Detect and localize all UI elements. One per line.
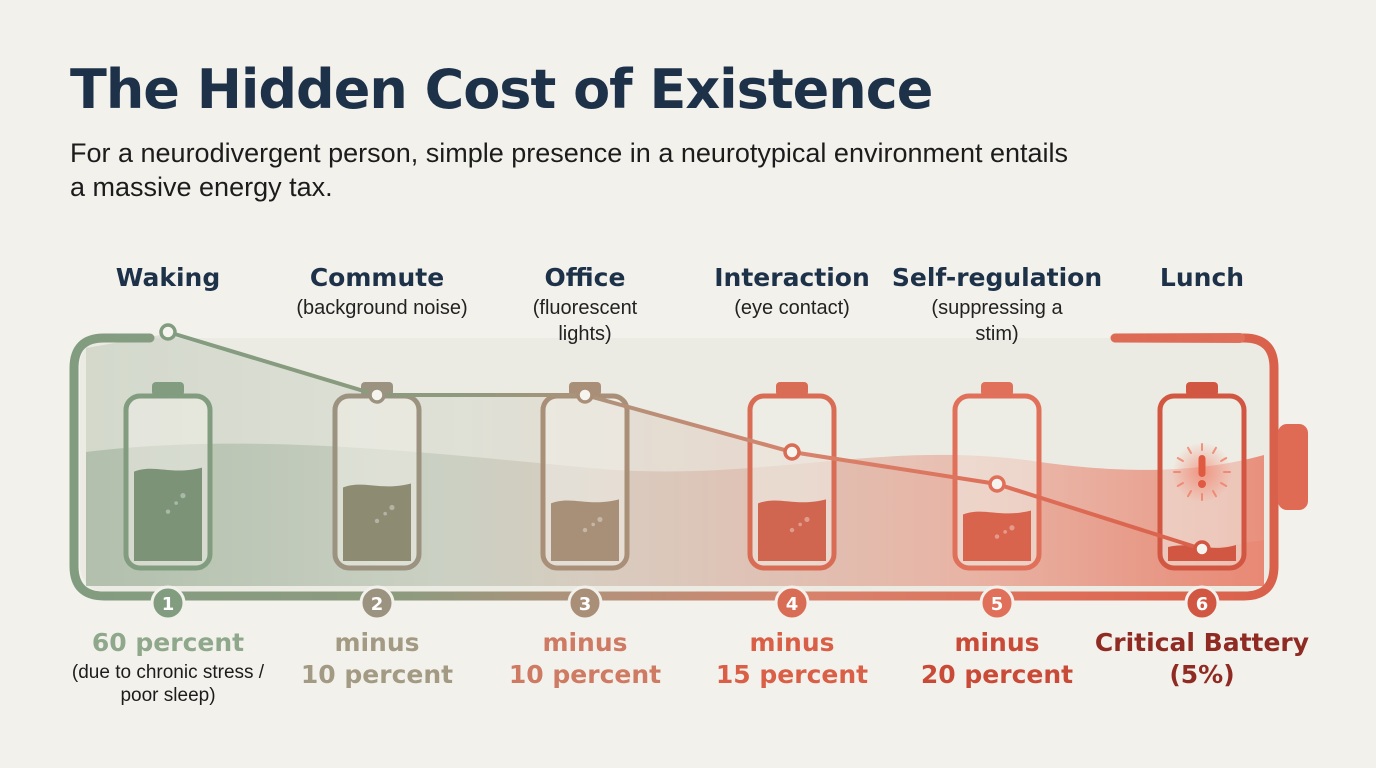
- energy-value: minus: [542, 628, 628, 657]
- stage-subtitle: (background noise): [296, 297, 468, 319]
- battery-1: [123, 382, 213, 571]
- step-badge-3: 3: [567, 585, 603, 621]
- energy-value-5: minus 20 percent: [877, 627, 1117, 691]
- stage-subtitle: (suppressing a stim): [931, 297, 1063, 345]
- bubble: [994, 534, 1000, 539]
- step-number: 4: [786, 594, 799, 615]
- energy-point-1: [159, 323, 177, 341]
- energy-value-3: minus 10 percent: [465, 627, 705, 691]
- energy-value-line2: 10 percent: [300, 660, 454, 689]
- energy-value-1: 60 percent (due to chronic stress / poor …: [48, 627, 288, 707]
- big-battery-terminal: [1278, 424, 1308, 510]
- battery-fill: [963, 510, 1031, 561]
- stage-label-5: Self-regulation (suppressing a stim): [887, 263, 1107, 347]
- step-number: 2: [371, 594, 384, 615]
- big-battery-outline: [69, 333, 1279, 601]
- stage-title: Commute: [309, 263, 445, 292]
- bubble: [798, 522, 802, 527]
- bubble: [180, 493, 186, 499]
- step-number: 1: [162, 594, 175, 615]
- page-title: The Hidden Cost of Existence: [70, 58, 933, 121]
- stage-subtitle: (eye contact): [734, 297, 850, 319]
- step-badge-6: 6: [1184, 585, 1220, 621]
- battery-terminal: [776, 382, 808, 396]
- stage-title: Interaction: [714, 263, 870, 292]
- bubble: [165, 509, 171, 514]
- step-badge-1: 1: [150, 585, 186, 621]
- energy-point-5: [988, 475, 1006, 493]
- energy-value-line2: (5%): [1169, 660, 1235, 689]
- bubble: [1009, 525, 1015, 531]
- battery-3: [540, 382, 630, 571]
- energy-point-3: [576, 386, 594, 404]
- energy-value: minus: [749, 628, 835, 657]
- stage-title: Office: [544, 263, 626, 292]
- bubble: [591, 522, 595, 527]
- battery-fill: [343, 483, 411, 561]
- energy-value: minus: [954, 628, 1040, 657]
- step-badge-2: 2: [359, 585, 395, 621]
- battery-fill: [134, 467, 202, 561]
- energy-value-line2: 10 percent: [508, 660, 662, 689]
- bubble: [789, 527, 795, 533]
- exclamation-icon: [1172, 442, 1232, 502]
- stage-label-4: Interaction (eye contact): [682, 263, 902, 321]
- energy-point-6: [1193, 540, 1211, 558]
- energy-note: (due to chronic stress / poor sleep): [71, 662, 265, 706]
- stage-label-1: Waking: [58, 263, 278, 293]
- big-battery-top-fade: [1110, 333, 1245, 343]
- stage-title: Waking: [115, 263, 221, 292]
- battery-2: [332, 382, 422, 571]
- battery-6: [1157, 382, 1247, 571]
- energy-value: minus: [334, 628, 420, 657]
- stage-title: Lunch: [1159, 263, 1245, 292]
- energy-value-2: minus 10 percent: [257, 627, 497, 691]
- energy-trend-line: [167, 330, 1203, 551]
- energy-point-2: [368, 386, 386, 404]
- bubble: [582, 527, 588, 533]
- page-subtitle: For a neurodivergent person, simple pres…: [70, 138, 1069, 202]
- stage-subtitle: (fluorescent lights): [532, 297, 638, 345]
- energy-value-line2: 15 percent: [715, 660, 869, 689]
- step-number: 5: [991, 594, 1004, 615]
- bubble: [804, 516, 810, 523]
- step-badge-4: 4: [774, 585, 810, 621]
- step-number: 6: [1196, 594, 1209, 615]
- bubble: [597, 516, 603, 523]
- energy-value: 60 percent: [91, 628, 245, 657]
- battery-4: [747, 382, 837, 571]
- step-number: 3: [579, 594, 592, 615]
- bubble: [374, 518, 380, 524]
- stage-label-6: Lunch: [1092, 263, 1312, 293]
- energy-value-line2: 20 percent: [920, 660, 1074, 689]
- bubble: [383, 511, 387, 516]
- bubble: [174, 501, 178, 505]
- battery-5: [952, 382, 1042, 571]
- energy-value-6: Critical Battery (5%): [1082, 627, 1322, 691]
- stage-label-2: Commute (background noise): [267, 263, 487, 321]
- energy-value-4: minus 15 percent: [672, 627, 912, 691]
- step-badge-5: 5: [979, 585, 1015, 621]
- battery-terminal: [1186, 382, 1218, 396]
- energy-value: Critical Battery: [1094, 628, 1310, 657]
- battery-fill: [551, 499, 619, 561]
- stage-label-3: Office (fluorescent lights): [475, 263, 695, 347]
- battery-terminal: [981, 382, 1013, 396]
- energy-point-4: [783, 443, 801, 461]
- bubble: [389, 504, 395, 511]
- bubble: [1003, 530, 1007, 534]
- battery-terminal: [152, 382, 184, 396]
- battery-fill: [758, 499, 826, 561]
- stage-title: Self-regulation: [891, 263, 1103, 292]
